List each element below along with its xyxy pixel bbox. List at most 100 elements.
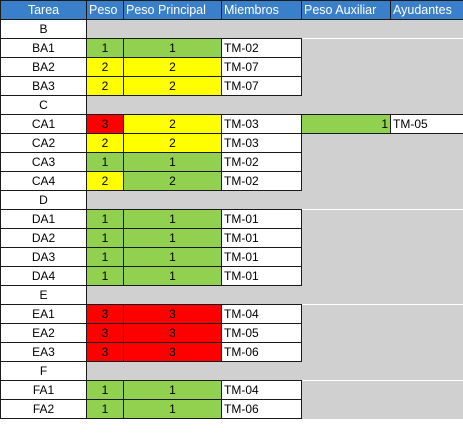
peso-cell[interactable]: 1 — [86, 228, 124, 248]
peso-auxiliar-cell[interactable] — [301, 342, 391, 362]
miembros-cell[interactable]: TM-02 — [221, 152, 302, 172]
peso-auxiliar-cell[interactable] — [301, 228, 391, 248]
tarea-cell[interactable]: DA2 — [0, 228, 87, 248]
peso-principal-cell[interactable]: 1 — [123, 228, 222, 248]
tarea-cell[interactable]: CA4 — [0, 171, 87, 191]
peso-cell[interactable]: 2 — [86, 76, 124, 96]
ayudantes-cell[interactable] — [390, 76, 463, 96]
header-peso[interactable]: Peso — [86, 0, 124, 20]
miembros-cell[interactable]: TM-02 — [221, 38, 302, 58]
peso-principal-cell[interactable]: 2 — [123, 57, 222, 77]
miembros-cell[interactable]: TM-02 — [221, 171, 302, 191]
header-ayudantes[interactable]: Ayudantes — [390, 0, 463, 20]
ayudantes-cell[interactable] — [390, 323, 463, 343]
tarea-cell[interactable]: EA3 — [0, 342, 87, 362]
peso-cell[interactable]: 3 — [86, 114, 124, 134]
tarea-cell[interactable]: CA1 — [0, 114, 87, 134]
peso-auxiliar-cell[interactable] — [301, 266, 391, 286]
empty-cells[interactable] — [86, 19, 463, 39]
tarea-cell[interactable]: BA3 — [0, 76, 87, 96]
header-peso-principal[interactable]: Peso Principal — [123, 0, 222, 20]
miembros-cell[interactable]: TM-01 — [221, 247, 302, 267]
peso-auxiliar-cell[interactable] — [301, 304, 391, 324]
miembros-cell[interactable]: TM-07 — [221, 57, 302, 77]
peso-cell[interactable]: 2 — [86, 57, 124, 77]
peso-auxiliar-cell[interactable] — [301, 76, 391, 96]
tarea-cell[interactable]: FA2 — [0, 399, 87, 419]
peso-cell[interactable]: 3 — [86, 304, 124, 324]
tarea-cell[interactable]: CA3 — [0, 152, 87, 172]
peso-auxiliar-cell[interactable] — [301, 152, 391, 172]
peso-cell[interactable]: 1 — [86, 266, 124, 286]
peso-auxiliar-cell[interactable] — [301, 133, 391, 153]
peso-cell[interactable]: 3 — [86, 323, 124, 343]
miembros-cell[interactable]: TM-05 — [221, 323, 302, 343]
peso-principal-cell[interactable]: 3 — [123, 323, 222, 343]
miembros-cell[interactable]: TM-01 — [221, 209, 302, 229]
miembros-cell[interactable]: TM-07 — [221, 76, 302, 96]
tarea-cell[interactable]: FA1 — [0, 380, 87, 400]
peso-cell[interactable]: 2 — [86, 133, 124, 153]
header-peso-auxiliar[interactable]: Peso Auxiliar — [301, 0, 391, 20]
peso-principal-cell[interactable]: 1 — [123, 247, 222, 267]
miembros-cell[interactable]: TM-03 — [221, 114, 302, 134]
header-miembros[interactable]: Miembros — [221, 0, 302, 20]
peso-cell[interactable]: 1 — [86, 247, 124, 267]
peso-auxiliar-cell[interactable] — [301, 57, 391, 77]
ayudantes-cell[interactable] — [390, 304, 463, 324]
ayudantes-cell[interactable] — [390, 228, 463, 248]
tarea-cell[interactable]: BA1 — [0, 38, 87, 58]
peso-principal-cell[interactable]: 1 — [123, 38, 222, 58]
peso-cell[interactable]: 2 — [86, 171, 124, 191]
ayudantes-cell[interactable] — [390, 171, 463, 191]
ayudantes-cell[interactable] — [390, 133, 463, 153]
ayudantes-cell[interactable] — [390, 152, 463, 172]
header-tarea[interactable]: Tarea — [0, 0, 87, 20]
peso-auxiliar-cell[interactable] — [301, 171, 391, 191]
ayudantes-cell[interactable] — [390, 380, 463, 400]
peso-principal-cell[interactable]: 3 — [123, 342, 222, 362]
peso-auxiliar-cell[interactable] — [301, 380, 391, 400]
miembros-cell[interactable]: TM-04 — [221, 304, 302, 324]
peso-principal-cell[interactable]: 3 — [123, 304, 222, 324]
miembros-cell[interactable]: TM-01 — [221, 266, 302, 286]
empty-cells[interactable] — [86, 190, 463, 210]
peso-auxiliar-cell[interactable] — [301, 247, 391, 267]
group-label-cell[interactable]: F — [0, 361, 87, 381]
peso-principal-cell[interactable]: 1 — [123, 399, 222, 419]
ayudantes-cell[interactable] — [390, 57, 463, 77]
peso-principal-cell[interactable]: 2 — [123, 114, 222, 134]
ayudantes-cell[interactable] — [390, 247, 463, 267]
peso-cell[interactable]: 1 — [86, 152, 124, 172]
ayudantes-cell[interactable] — [390, 209, 463, 229]
peso-principal-cell[interactable]: 1 — [123, 152, 222, 172]
tarea-cell[interactable]: EA2 — [0, 323, 87, 343]
tarea-cell[interactable]: EA1 — [0, 304, 87, 324]
ayudantes-cell[interactable] — [390, 399, 463, 419]
ayudantes-cell[interactable] — [390, 342, 463, 362]
peso-auxiliar-cell[interactable] — [301, 209, 391, 229]
miembros-cell[interactable]: TM-01 — [221, 228, 302, 248]
peso-principal-cell[interactable]: 2 — [123, 133, 222, 153]
peso-cell[interactable]: 3 — [86, 342, 124, 362]
ayudantes-cell[interactable] — [390, 38, 463, 58]
tarea-cell[interactable]: DA3 — [0, 247, 87, 267]
peso-auxiliar-cell[interactable] — [301, 38, 391, 58]
peso-auxiliar-cell[interactable]: 1 — [301, 114, 391, 134]
ayudantes-cell[interactable] — [390, 266, 463, 286]
peso-principal-cell[interactable]: 1 — [123, 266, 222, 286]
tarea-cell[interactable]: CA2 — [0, 133, 87, 153]
empty-cells[interactable] — [86, 95, 463, 115]
peso-cell[interactable]: 1 — [86, 38, 124, 58]
miembros-cell[interactable]: TM-06 — [221, 399, 302, 419]
miembros-cell[interactable]: TM-06 — [221, 342, 302, 362]
peso-principal-cell[interactable]: 1 — [123, 209, 222, 229]
peso-cell[interactable]: 1 — [86, 209, 124, 229]
peso-principal-cell[interactable]: 1 — [123, 380, 222, 400]
peso-cell[interactable]: 1 — [86, 399, 124, 419]
ayudantes-cell[interactable]: TM-05 — [390, 114, 463, 134]
empty-cells[interactable] — [86, 361, 463, 381]
group-label-cell[interactable]: E — [0, 285, 87, 305]
peso-principal-cell[interactable]: 2 — [123, 76, 222, 96]
peso-cell[interactable]: 1 — [86, 380, 124, 400]
